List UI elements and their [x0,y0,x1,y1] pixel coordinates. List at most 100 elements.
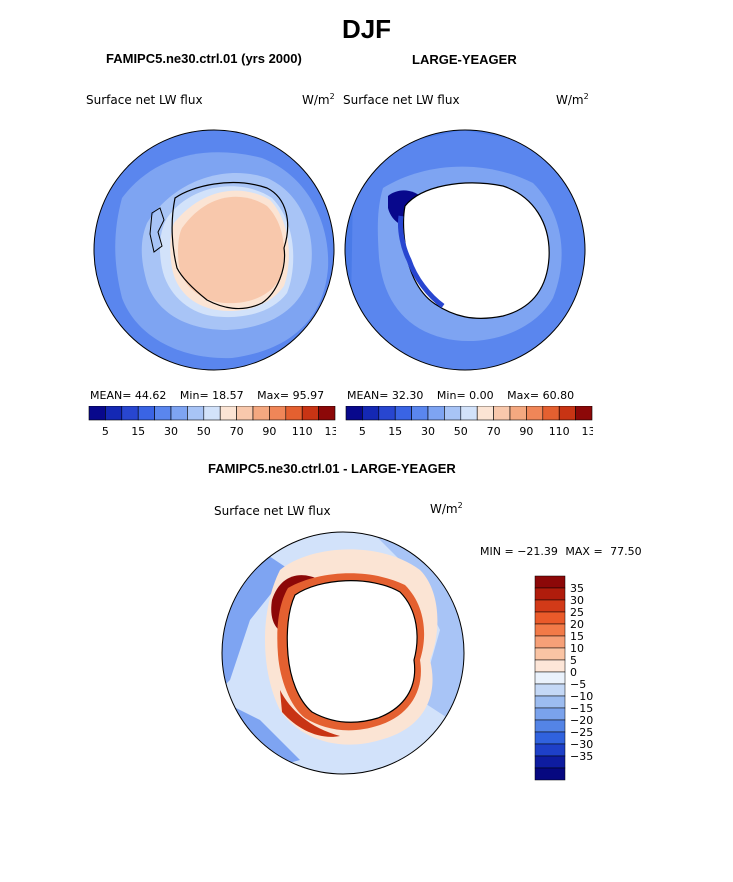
left-mean-value: 44.62 [134,389,167,402]
right-colorbar-swatch [444,406,462,421]
diff-colorbar-tick-label: 10 [570,642,584,655]
diff-colorbar-swatch [534,575,566,589]
diff-colorbar-swatch [534,611,566,625]
right-mean-value: 32.30 [391,389,424,402]
right-colorbar-swatch [526,406,544,421]
left-colorbar-swatch [301,406,319,421]
diff-colorbar-tick-label: 20 [570,618,584,631]
diff-colorbar-tick-label: −20 [570,714,593,727]
diff-colorbar-swatch [534,683,566,697]
right-colorbar-swatch [394,406,412,421]
left-colorbar-swatch [269,406,287,421]
left-max-value: 95.97 [292,389,325,402]
left-min-label: Min= [179,389,209,402]
diff-colorbar-tick-label: 15 [570,630,584,643]
left-colorbar-swatch [236,406,254,421]
left-colorbar-tick-label: 30 [164,425,178,438]
diff-colorbar-swatch [534,695,566,709]
right-min-label: Min= [436,389,466,402]
diff-min-label: MIN = [480,545,514,558]
diff-min-value: −21.39 [517,545,558,558]
diff-units-base: W/m [430,502,458,516]
diff-colorbar-tick-label: 25 [570,606,584,619]
left-units-base: W/m [302,93,330,107]
left-field-label: Surface net LW flux [86,93,203,107]
left-min-value: 18.57 [212,389,244,402]
diff-colorbar-swatch [534,767,566,781]
diff-colorbar-tick-label: −15 [570,702,593,715]
right-mean-label: MEAN= [347,389,389,402]
right-colorbar-tick-label: 110 [549,425,570,438]
right-colorbar-swatch [476,406,494,421]
left-units: W/m2 [302,92,335,107]
left-colorbar-tick-label: 130 [325,425,337,438]
left-case-title: FAMIPC5.ne30.ctrl.01 (yrs 2000) [106,51,302,66]
diff-polar-map [221,531,465,775]
left-units-exp: 2 [329,92,335,101]
left-colorbar-tick-label: 50 [197,425,211,438]
left-colorbar-tick-label: 90 [262,425,276,438]
left-colorbar-swatch [252,406,270,421]
diff-colorbar-tick-label: −30 [570,738,593,751]
diff-units: W/m2 [430,501,463,516]
diff-colorbar-swatch [534,755,566,769]
left-colorbar-swatch [121,406,139,421]
right-units-exp: 2 [583,92,589,101]
left-colorbar-swatch [105,406,123,421]
diff-title: FAMIPC5.ne30.ctrl.01 - LARGE-YEAGER [208,461,456,476]
left-colorbar-swatch [154,406,172,421]
diff-colorbar-swatch [534,719,566,733]
diff-colorbar-swatch [534,659,566,673]
right-colorbar-swatch [345,406,363,421]
diff-colorbar-swatch [534,635,566,649]
diff-colorbar-swatch [534,731,566,745]
left-colorbar: 5 15 30 50 70 90 110 130 [88,406,337,438]
right-min-value: 0.00 [469,389,494,402]
right-colorbar-swatch [558,406,576,421]
left-stats: MEAN= 44.62 Min= 18.57 Max= 95.97 [90,389,324,402]
right-colorbar-tick-label: 30 [421,425,435,438]
right-max-label: Max= [507,389,540,402]
diff-colorbar-swatch [534,599,566,613]
left-colorbar-tick-label: 5 [102,425,109,438]
right-colorbar-swatch [460,406,478,421]
diff-colorbar-swatch [534,743,566,757]
diff-units-exp: 2 [457,501,463,510]
right-colorbar-swatch [509,406,527,421]
right-colorbar-swatch [575,406,593,421]
diff-colorbar-swatch [534,623,566,637]
left-colorbar-swatch [187,406,205,421]
diff-colorbar-tick-label: 30 [570,594,584,607]
right-units: W/m2 [556,92,589,107]
right-max-value: 60.80 [542,389,575,402]
diff-field-label: Surface net LW flux [214,504,331,518]
left-colorbar-swatch [219,406,237,421]
diff-minmax: MIN = −21.39 MAX = 77.50 [480,545,642,558]
diff-colorbar-tick-label: 35 [570,582,584,595]
right-colorbar-tick-label: 5 [359,425,366,438]
right-colorbar-tick-label: 70 [487,425,501,438]
right-colorbar-tick-label: 130 [582,425,594,438]
diff-colorbar-swatch [534,587,566,601]
diff-colorbar-swatch [534,671,566,685]
left-colorbar-swatch [318,406,336,421]
season-title: DJF [341,14,392,44]
diff-colorbar-tick-label: −10 [570,690,593,703]
right-colorbar-swatch [378,406,396,421]
right-colorbar-tick-label: 90 [519,425,533,438]
left-colorbar-swatch [285,406,303,421]
right-stats: MEAN= 32.30 Min= 0.00 Max= 60.80 [347,389,574,402]
left-polar-map [93,129,335,371]
left-colorbar-swatch [203,406,221,421]
diff-colorbar-tick-label: 0 [570,666,577,679]
left-colorbar-swatch [137,406,155,421]
diff-colorbar-tick-label: −5 [570,678,586,691]
right-colorbar-swatch [493,406,511,421]
right-field-label: Surface net LW flux [343,93,460,107]
diff-colorbar-tick-label: −35 [570,750,593,763]
right-colorbar-swatch [542,406,560,421]
left-colorbar-tick-label: 15 [131,425,145,438]
right-case-title: LARGE-YEAGER [412,52,517,67]
diff-colorbar-swatch [534,647,566,661]
